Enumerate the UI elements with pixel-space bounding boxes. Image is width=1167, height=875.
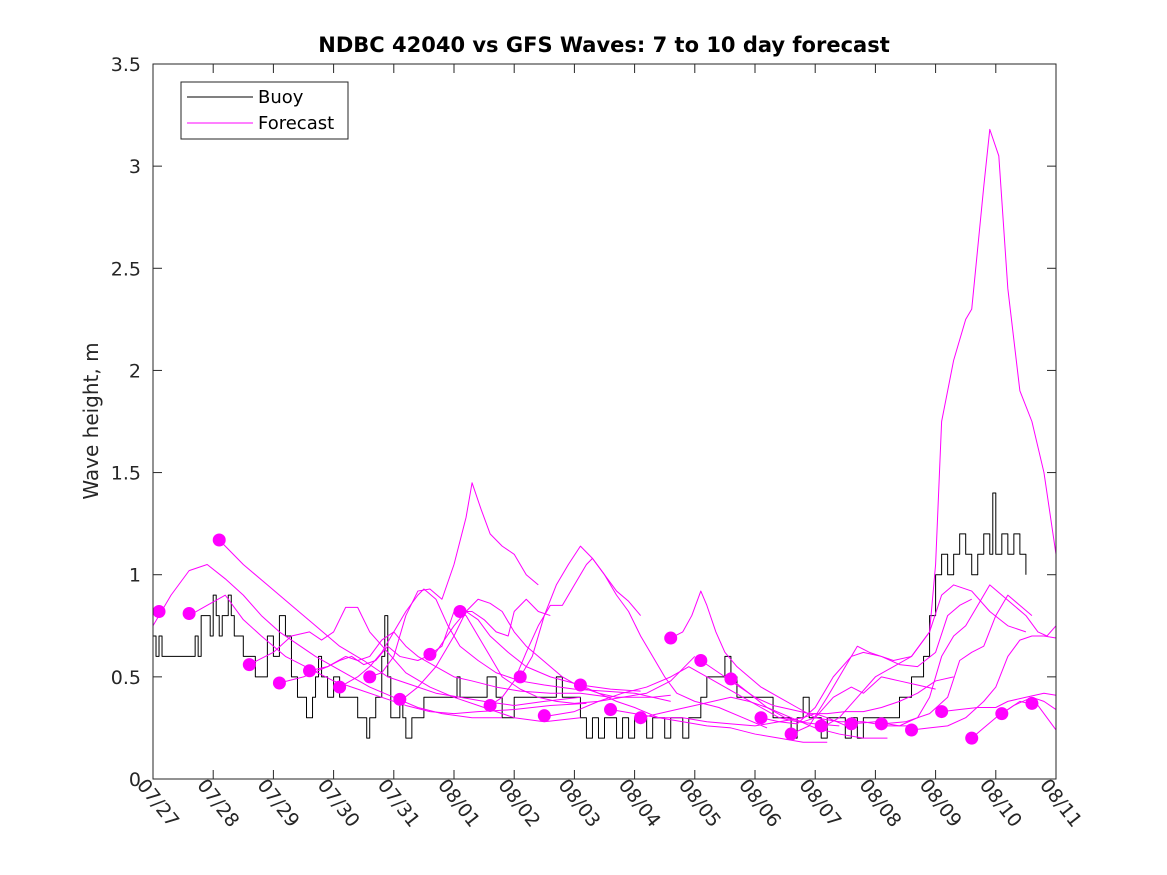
forecast-marker-17 — [664, 631, 678, 645]
forecast-series-line-21 — [760, 598, 972, 725]
forecast-marker-8 — [393, 692, 407, 706]
chart-title: NDBC 42040 vs GFS Waves: 7 to 10 day for… — [318, 33, 889, 57]
y-tick-label: 3 — [129, 156, 141, 178]
legend-forecast-label: Forecast — [258, 113, 334, 134]
forecast-series-line-26 — [911, 635, 1057, 731]
y-tick-label: 0.5 — [111, 667, 141, 689]
forecast-series-line-13 — [519, 545, 768, 729]
forecast-marker-16 — [634, 711, 648, 725]
plot-frame — [152, 63, 1057, 780]
legend-box — [180, 81, 349, 140]
forecast-series-line-20 — [730, 676, 936, 723]
forecast-marker-18 — [694, 654, 708, 668]
forecast-marker-26 — [935, 705, 949, 719]
forecast-series-line-11 — [460, 598, 551, 637]
buoy-series-line — [153, 492, 1027, 739]
forecast-marker-14 — [573, 678, 587, 692]
forecast-series-line-23 — [820, 128, 1057, 729]
forecast-series-line-3 — [218, 539, 581, 706]
forecast-series-line-14 — [550, 666, 840, 727]
forecast-series-line-24 — [851, 584, 1057, 727]
y-tick-label: 2 — [129, 360, 141, 382]
forecast-series-line-17 — [640, 696, 888, 739]
forecast-marker-11 — [483, 698, 497, 712]
y-tick-label: 0 — [129, 769, 141, 791]
forecast-marker-5 — [303, 664, 317, 678]
forecast-marker-4 — [272, 676, 286, 690]
forecast-series-line-4 — [249, 606, 581, 723]
forecast-series-line-6 — [309, 610, 641, 692]
forecast-marker-15 — [604, 703, 618, 717]
forecast-series-line-27 — [941, 692, 1057, 713]
forecast-marker-19 — [724, 672, 738, 686]
legend: Buoy Forecast — [180, 81, 349, 140]
forecast-marker-25 — [905, 723, 919, 737]
forecast-marker-23 — [844, 717, 858, 731]
forecast-marker-28 — [995, 707, 1009, 721]
forecast-marker-1 — [182, 607, 196, 621]
y-tick-label: 2.5 — [111, 258, 141, 280]
forecast-series-line-7 — [339, 588, 671, 702]
forecast-marker-20 — [754, 711, 768, 725]
forecast-marker-7 — [363, 670, 377, 684]
forecast-marker-27 — [965, 731, 979, 745]
forecast-marker-13 — [537, 709, 551, 723]
forecast-series-line-15 — [580, 684, 828, 743]
forecast-series-line-9 — [399, 598, 671, 702]
forecast-marker-12 — [513, 670, 527, 684]
forecast-series-line-16 — [610, 709, 852, 729]
forecast-marker-22 — [814, 719, 828, 733]
forecast-marker-29 — [1025, 696, 1039, 710]
data-layer — [152, 128, 1057, 745]
forecast-series-line-22 — [790, 584, 1027, 735]
y-axis-label: Wave height, m — [79, 342, 103, 499]
forecast-series-line-8 — [369, 482, 539, 678]
legend-buoy-label: Buoy — [258, 87, 304, 108]
plot-background — [153, 64, 1056, 779]
forecast-series-line-19 — [700, 660, 954, 715]
y-tick-label: 1 — [129, 565, 141, 587]
forecast-marker-24 — [874, 717, 888, 731]
forecast-marker-10 — [453, 604, 467, 618]
forecast-series-line-25 — [881, 594, 1033, 725]
forecast-series-line-1 — [152, 564, 503, 719]
forecast-marker-0 — [152, 604, 166, 618]
y-tick-label: 3.5 — [111, 54, 141, 76]
forecast-marker-6 — [333, 680, 347, 694]
forecast-marker-9 — [423, 647, 437, 661]
forecast-marker-2 — [212, 533, 226, 547]
forecast-marker-3 — [242, 658, 256, 672]
y-tick-label: 1.5 — [111, 463, 141, 485]
forecast-marker-21 — [784, 727, 798, 741]
